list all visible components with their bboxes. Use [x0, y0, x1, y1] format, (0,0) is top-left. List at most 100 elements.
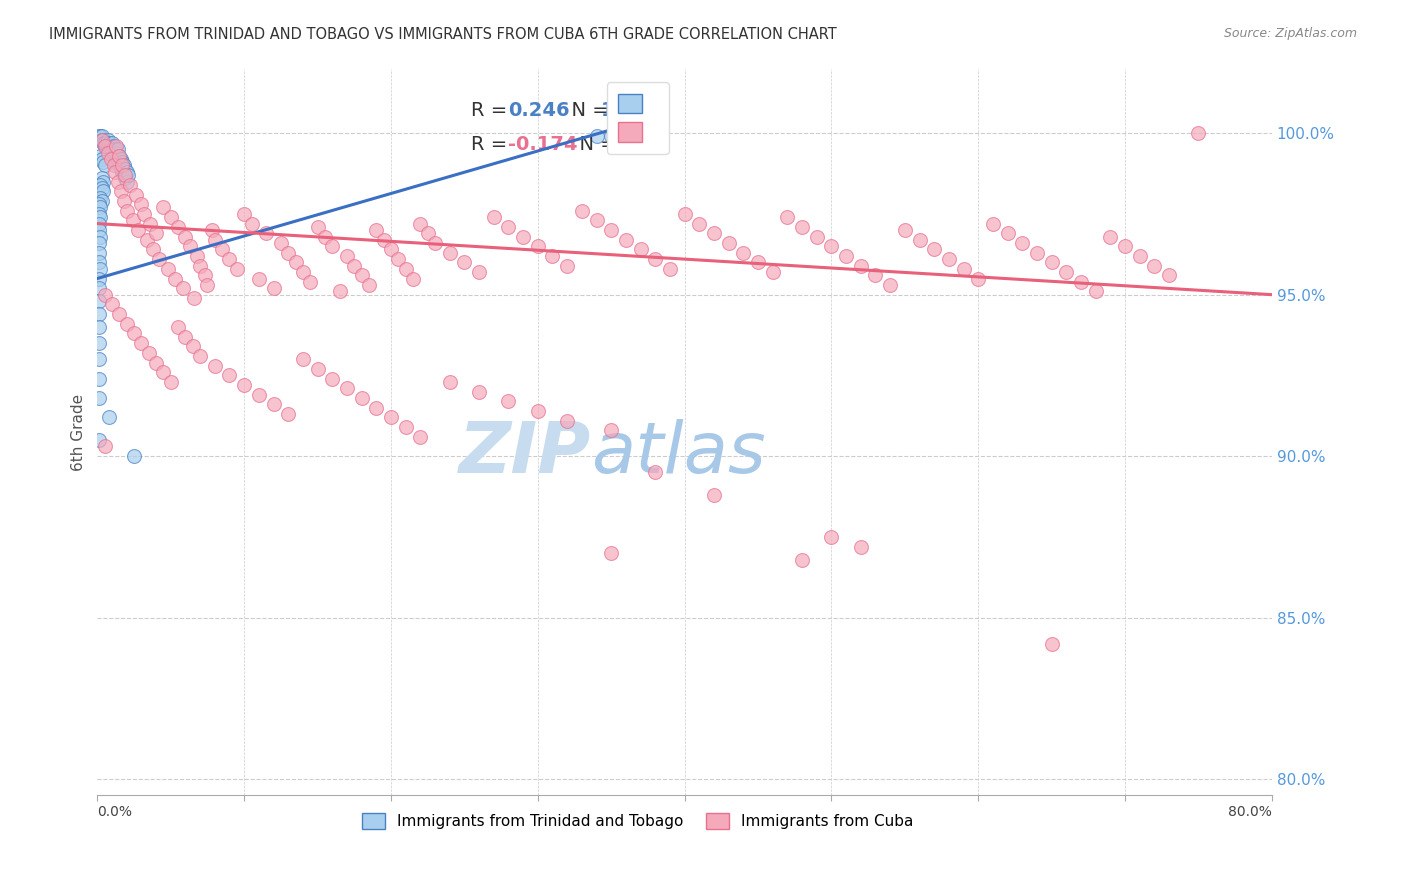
- Point: [1187, 126, 1209, 140]
- Point: [1026, 245, 1049, 260]
- Point: [894, 223, 917, 237]
- Point: [218, 368, 240, 383]
- Point: [101, 136, 124, 150]
- Point: [148, 252, 170, 266]
- Point: [139, 217, 162, 231]
- Point: [762, 265, 785, 279]
- Point: [145, 355, 167, 369]
- Point: [197, 277, 219, 292]
- Text: Source: ZipAtlas.com: Source: ZipAtlas.com: [1223, 27, 1357, 40]
- Point: [790, 552, 813, 566]
- Point: [93, 440, 115, 454]
- Point: [96, 142, 118, 156]
- Point: [90, 181, 112, 195]
- Point: [110, 184, 132, 198]
- Point: [179, 239, 201, 253]
- Point: [806, 229, 828, 244]
- Point: [87, 235, 110, 250]
- Point: [117, 168, 139, 182]
- Point: [277, 407, 299, 421]
- Point: [240, 217, 263, 231]
- Point: [167, 320, 190, 334]
- Point: [820, 239, 842, 253]
- Text: R =: R =: [471, 101, 513, 120]
- Point: [152, 201, 174, 215]
- Point: [104, 152, 127, 166]
- Point: [299, 275, 322, 289]
- Point: [555, 414, 578, 428]
- Point: [644, 252, 666, 266]
- Point: [165, 271, 187, 285]
- Point: [89, 261, 111, 276]
- Point: [104, 165, 127, 179]
- Point: [307, 219, 329, 234]
- Point: [127, 223, 149, 237]
- Point: [380, 243, 402, 257]
- Point: [688, 217, 710, 231]
- Point: [247, 271, 270, 285]
- Point: [211, 243, 233, 257]
- Point: [142, 243, 165, 257]
- Point: [498, 219, 520, 234]
- Point: [107, 175, 129, 189]
- Point: [321, 371, 343, 385]
- Point: [103, 139, 125, 153]
- Legend: Immigrants from Trinidad and Tobago, Immigrants from Cuba: Immigrants from Trinidad and Tobago, Imm…: [356, 806, 920, 835]
- Point: [122, 326, 145, 341]
- Point: [96, 139, 118, 153]
- Point: [1040, 636, 1063, 650]
- Point: [482, 210, 505, 224]
- Point: [776, 210, 799, 224]
- Point: [87, 207, 110, 221]
- Point: [108, 149, 131, 163]
- Point: [790, 219, 813, 234]
- Point: [91, 175, 114, 189]
- Point: [90, 132, 112, 146]
- Point: [263, 281, 285, 295]
- Point: [291, 265, 314, 279]
- Point: [314, 229, 336, 244]
- Point: [145, 227, 167, 241]
- Point: [614, 233, 637, 247]
- Point: [97, 145, 120, 160]
- Text: R =: R =: [471, 136, 513, 154]
- Point: [124, 187, 146, 202]
- Point: [1070, 275, 1092, 289]
- Point: [527, 404, 550, 418]
- Point: [270, 235, 292, 250]
- Text: ZIP: ZIP: [458, 419, 591, 488]
- Point: [277, 245, 299, 260]
- Point: [630, 132, 652, 146]
- Point: [89, 210, 111, 224]
- Point: [87, 371, 110, 385]
- Point: [673, 207, 696, 221]
- Text: IMMIGRANTS FROM TRINIDAD AND TOBAGO VS IMMIGRANTS FROM CUBA 6TH GRADE CORRELATIO: IMMIGRANTS FROM TRINIDAD AND TOBAGO VS I…: [49, 27, 837, 42]
- Point: [849, 259, 872, 273]
- Point: [512, 229, 534, 244]
- Point: [87, 255, 110, 269]
- Point: [439, 245, 461, 260]
- Point: [468, 265, 491, 279]
- Point: [90, 129, 112, 144]
- Point: [91, 184, 114, 198]
- Point: [600, 129, 623, 144]
- Point: [1011, 235, 1033, 250]
- Point: [105, 139, 128, 153]
- Text: atlas: atlas: [591, 419, 765, 488]
- Point: [835, 249, 858, 263]
- Point: [1084, 285, 1107, 299]
- Point: [93, 139, 115, 153]
- Point: [87, 197, 110, 211]
- Point: [98, 136, 121, 150]
- Point: [107, 142, 129, 156]
- Point: [498, 394, 520, 409]
- Point: [91, 155, 114, 169]
- Point: [108, 307, 131, 321]
- Point: [1099, 229, 1122, 244]
- Point: [357, 277, 380, 292]
- Text: -0.174: -0.174: [509, 136, 578, 154]
- Point: [89, 149, 111, 163]
- Point: [87, 320, 110, 334]
- Point: [658, 261, 681, 276]
- Point: [343, 259, 366, 273]
